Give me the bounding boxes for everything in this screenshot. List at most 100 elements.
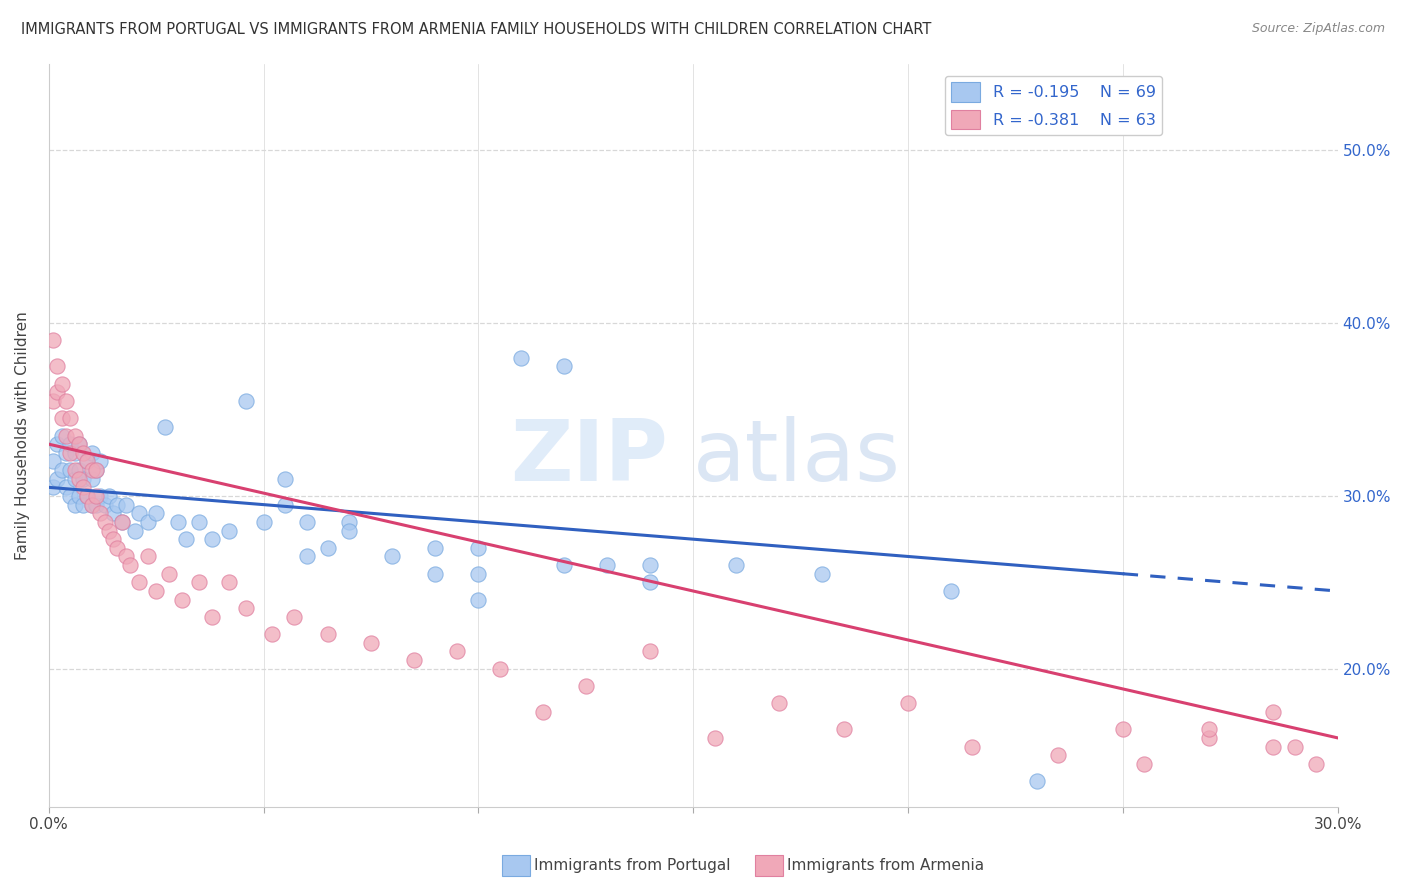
Point — [89, 454, 111, 468]
Point — [1047, 748, 1070, 763]
Point — [80, 446, 103, 460]
Point — [295, 515, 318, 529]
Point — [120, 558, 142, 573]
Point — [1305, 756, 1327, 771]
Point — [274, 472, 297, 486]
Point — [51, 463, 73, 477]
Text: Source: ZipAtlas.com: Source: ZipAtlas.com — [1251, 22, 1385, 36]
Point — [72, 472, 94, 486]
Point — [252, 515, 274, 529]
Point — [218, 524, 240, 538]
Point — [145, 506, 167, 520]
Point — [575, 679, 598, 693]
Point — [467, 541, 489, 555]
Point — [84, 463, 107, 477]
Point — [425, 566, 447, 581]
Point — [51, 428, 73, 442]
Point — [174, 532, 197, 546]
Point — [51, 411, 73, 425]
Point — [188, 575, 211, 590]
Point — [402, 653, 425, 667]
Y-axis label: Family Households with Children: Family Households with Children — [15, 311, 30, 560]
Point — [72, 446, 94, 460]
Point — [136, 549, 159, 564]
Point — [93, 498, 115, 512]
Point — [201, 532, 224, 546]
Point — [218, 575, 240, 590]
Point — [115, 549, 138, 564]
Point — [111, 515, 134, 529]
Point — [55, 428, 77, 442]
Point — [425, 541, 447, 555]
Point — [46, 437, 69, 451]
Point — [467, 566, 489, 581]
Point — [262, 627, 284, 641]
Point — [381, 549, 404, 564]
Point — [295, 549, 318, 564]
Point — [166, 515, 188, 529]
Point — [84, 489, 107, 503]
Point — [1112, 723, 1135, 737]
Point — [136, 515, 159, 529]
Point — [72, 498, 94, 512]
Point — [124, 524, 146, 538]
Point — [84, 463, 107, 477]
Point — [97, 524, 120, 538]
Point — [63, 446, 86, 460]
Point — [638, 575, 661, 590]
Point — [553, 359, 575, 374]
Point — [115, 498, 138, 512]
Point — [89, 506, 111, 520]
Point — [157, 566, 180, 581]
Point — [76, 454, 98, 468]
Point — [832, 723, 855, 737]
Point — [103, 532, 125, 546]
Point — [553, 558, 575, 573]
Point — [725, 558, 748, 573]
Point — [67, 472, 90, 486]
Point — [55, 394, 77, 409]
Text: ZIP: ZIP — [509, 417, 668, 500]
Point — [80, 472, 103, 486]
Point — [235, 601, 257, 615]
Point — [46, 359, 69, 374]
Point — [360, 636, 382, 650]
Point — [467, 592, 489, 607]
Point — [63, 428, 86, 442]
Point — [283, 610, 305, 624]
Point — [84, 498, 107, 512]
Point — [63, 472, 86, 486]
Point — [80, 498, 103, 512]
Text: Immigrants from Armenia: Immigrants from Armenia — [787, 858, 984, 872]
Point — [510, 351, 533, 365]
Point — [128, 506, 150, 520]
Point — [59, 411, 82, 425]
Point — [111, 515, 134, 529]
Point — [1284, 739, 1306, 754]
Point — [339, 515, 361, 529]
Point — [188, 515, 211, 529]
Point — [80, 498, 103, 512]
Point — [1025, 774, 1047, 789]
Point — [1133, 756, 1156, 771]
Point — [63, 498, 86, 512]
Point — [42, 480, 65, 494]
Point — [63, 463, 86, 477]
Point — [46, 385, 69, 400]
Point — [89, 489, 111, 503]
Point — [1263, 739, 1285, 754]
Point — [93, 515, 115, 529]
Point — [103, 506, 125, 520]
Point — [59, 463, 82, 477]
Point — [703, 731, 725, 745]
Text: IMMIGRANTS FROM PORTUGAL VS IMMIGRANTS FROM ARMENIA FAMILY HOUSEHOLDS WITH CHILD: IMMIGRANTS FROM PORTUGAL VS IMMIGRANTS F… — [21, 22, 931, 37]
Point — [76, 489, 98, 503]
Point — [1198, 723, 1220, 737]
Point — [107, 498, 129, 512]
Legend: R = -0.195    N = 69, R = -0.381    N = 63: R = -0.195 N = 69, R = -0.381 N = 63 — [945, 76, 1163, 136]
Text: Immigrants from Portugal: Immigrants from Portugal — [534, 858, 731, 872]
Point — [811, 566, 834, 581]
Point — [67, 489, 90, 503]
Point — [201, 610, 224, 624]
Point — [55, 446, 77, 460]
